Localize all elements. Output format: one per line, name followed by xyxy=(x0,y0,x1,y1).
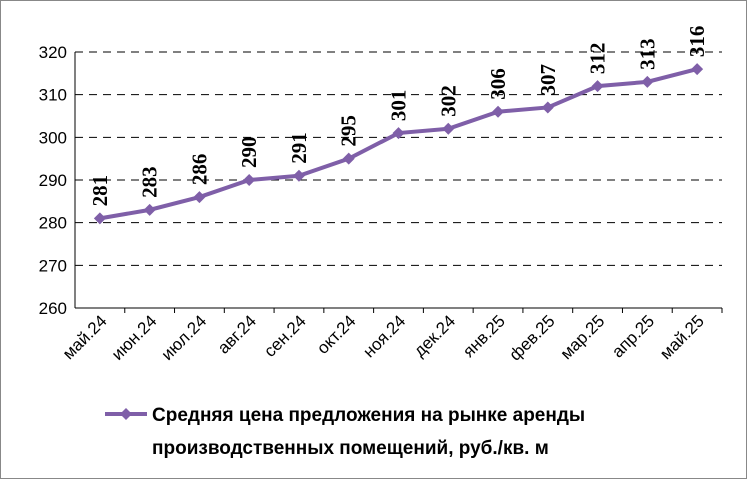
data-label: 306 xyxy=(486,68,510,100)
y-tick-label: 270 xyxy=(39,256,67,275)
marker xyxy=(292,169,305,182)
marker xyxy=(492,105,505,118)
data-label: 286 xyxy=(187,154,211,186)
marker xyxy=(243,174,256,186)
marker xyxy=(392,127,405,140)
y-tick-label: 320 xyxy=(39,43,67,62)
marker xyxy=(442,122,455,135)
data-label: 281 xyxy=(88,175,112,207)
marker xyxy=(691,63,704,76)
data-label: 295 xyxy=(337,115,361,147)
marker xyxy=(342,152,355,165)
data-label: 291 xyxy=(287,132,311,164)
marker xyxy=(591,80,604,93)
y-tick-label: 310 xyxy=(39,86,67,105)
legend-label: Средняя цена предложения на рынке аренды… xyxy=(152,405,586,459)
y-tick-label: 260 xyxy=(39,299,67,318)
data-label: 313 xyxy=(635,38,659,70)
y-tick-label: 280 xyxy=(39,214,67,233)
data-label: 290 xyxy=(237,137,261,169)
marker xyxy=(641,75,654,88)
y-tick-label: 300 xyxy=(39,128,67,147)
data-label: 302 xyxy=(436,85,460,117)
marker xyxy=(541,101,554,114)
y-tick-label: 290 xyxy=(39,171,67,190)
data-label: 312 xyxy=(586,43,610,75)
data-label: 283 xyxy=(138,166,162,198)
marker xyxy=(93,212,106,225)
data-label: 301 xyxy=(387,90,411,122)
marker xyxy=(193,191,206,204)
data-label: 316 xyxy=(685,26,709,58)
data-label: 307 xyxy=(536,64,560,96)
marker xyxy=(143,203,156,216)
legend-marker xyxy=(120,408,132,420)
